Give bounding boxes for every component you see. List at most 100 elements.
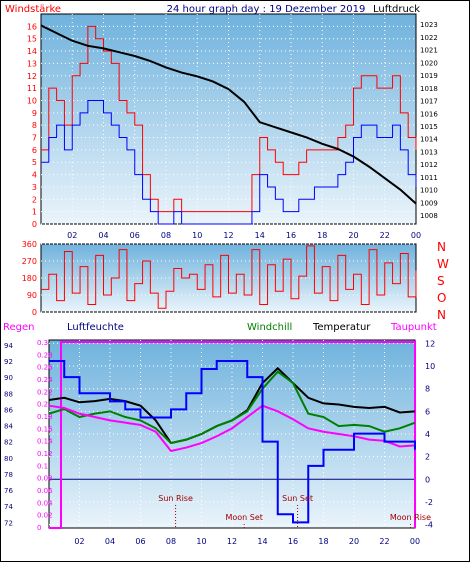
direction-tick-labels: 0 90 180 270 360 [22, 240, 37, 317]
rain-bar [49, 341, 416, 529]
temperature-x-tick-label: 06 [135, 537, 145, 546]
wind-x-tick-label: 10 [192, 231, 202, 240]
temperature-x-tick-labels: 02 04 06 08 10 12 14 16 18 20 22 00 [74, 537, 420, 546]
wind-tick-label: 7 [32, 134, 37, 143]
compass-label: N [437, 308, 446, 322]
temperature-series [48, 341, 416, 529]
temperature-legend: Temperatur [312, 322, 371, 333]
humidity-tick-label: 92 [4, 358, 13, 366]
humidity-tick-label: 78 [4, 471, 13, 479]
windchill-legend: Windchill [247, 322, 292, 333]
rain-tick-label: 0.12 [37, 450, 53, 458]
wind-x-tick-label: 22 [380, 231, 390, 240]
pressure-tick-label: 1021 [420, 47, 438, 55]
wind-tick-label: 6 [32, 146, 37, 155]
pressure-tick-label: 1013 [420, 148, 438, 156]
wind-tick-label: 1 [32, 208, 37, 217]
wind-x-tick-label: 06 [130, 231, 140, 240]
series-line-3 [49, 359, 416, 524]
wind-tick-label: 2 [32, 195, 37, 204]
temperature-x-tick-label: 14 [257, 537, 267, 546]
rain-tick-label: 0.28 [37, 351, 53, 359]
humidity-tick-label: 90 [4, 374, 13, 382]
compass-label: W [437, 257, 449, 271]
wind-x-tick-label: 20 [348, 231, 358, 240]
temperature-tick-label: 12 [425, 339, 435, 348]
series-line-2 [40, 24, 417, 205]
temperature-x-tick-label: 02 [74, 537, 84, 546]
rain-tick-label: 0.16 [37, 425, 53, 433]
temperature-tick-labels: -4 -2 0 2 4 6 8 10 12 [425, 339, 435, 529]
rain-tick-label: 0.02 [37, 512, 53, 520]
wind-x-tick-label: 00 [411, 231, 421, 240]
annotation-label: Moon Set [225, 513, 262, 522]
humidity-tick-label: 80 [4, 455, 13, 463]
pressure-tick-label: 1018 [420, 85, 438, 93]
temperature-tick-label: 0 [425, 475, 430, 484]
humidity-tick-labels: 72 74 76 78 80 82 84 86 88 90 92 94 [4, 342, 13, 528]
pressure-tick-label: 1014 [420, 136, 438, 144]
wind-axis-title: Windstärke [5, 4, 61, 15]
rain-tick-label: 0.06 [37, 487, 53, 495]
wind-x-tick-label: 16 [286, 231, 296, 240]
rain-tick-label: 0.04 [37, 499, 53, 507]
series-line-1 [41, 99, 417, 225]
temperature-tick-label: 6 [425, 407, 430, 416]
temperature-x-tick-label: 22 [379, 537, 389, 546]
pressure-tick-label: 1022 [420, 34, 438, 42]
humidity-tick-label: 82 [4, 439, 13, 447]
pressure-tick-labels: 1008 1009 1010 1011 1012 1013 1014 1015 1016 1017… [420, 21, 438, 220]
temperature-x-tick-label: 12 [227, 537, 237, 546]
pressure-tick-label: 1017 [420, 98, 438, 106]
annotation-label: Moon Rise [390, 513, 431, 522]
wind-tick-label: 4 [32, 171, 37, 180]
pressure-axis-title: Luftdruck [373, 4, 420, 15]
direction-series-line [41, 245, 417, 309]
pressure-tick-label: 1012 [420, 161, 438, 169]
temperature-tick-label: 8 [425, 385, 430, 394]
compass-label: N [437, 240, 446, 254]
humidity-tick-label: 86 [4, 406, 13, 414]
humidity-axis-title: Luftfeuchte [67, 322, 124, 333]
temperature-tick-label: -2 [425, 498, 433, 507]
rain-axis-title: Regen [3, 322, 35, 333]
series-line-1 [48, 370, 416, 445]
pressure-tick-label: 1020 [420, 59, 438, 67]
wind-tick-label: 13 [27, 59, 37, 68]
pressure-tick-label: 1010 [420, 187, 438, 195]
temperature-tick-label: 10 [425, 362, 435, 371]
temperature-x-tick-label: 18 [318, 537, 328, 546]
series-line-0 [41, 25, 417, 213]
humidity-tick-label: 94 [4, 342, 13, 350]
temperature-x-tick-label: 20 [349, 537, 359, 546]
wind-tick-label: 11 [27, 84, 37, 93]
humidity-tick-label: 72 [4, 519, 13, 527]
pressure-tick-label: 1008 [420, 212, 438, 220]
rain-tick-label: 0.22 [37, 388, 53, 396]
rain-tick-label: 0.26 [37, 364, 53, 372]
direction-tick-label: 270 [22, 257, 37, 266]
temperature-grid [49, 340, 415, 528]
wind-tick-label: 12 [27, 72, 37, 81]
rain-tick-label: 0.1 [37, 462, 48, 470]
wind-x-tick-label: 04 [98, 231, 108, 240]
humidity-tick-label: 74 [4, 503, 13, 511]
annotation-label: Sun Rise [158, 494, 193, 503]
temperature-tick-label: 4 [425, 430, 430, 439]
direction-tick-label: 90 [27, 291, 37, 300]
wind-tick-label: 14 [27, 47, 37, 56]
pressure-tick-label: 1011 [420, 174, 438, 182]
wind-tick-label: 16 [27, 22, 37, 31]
wind-x-tick-label: 14 [255, 231, 265, 240]
pressure-tick-label: 1015 [420, 123, 438, 131]
humidity-tick-label: 88 [4, 390, 13, 398]
wind-x-tick-labels: 02 04 06 08 10 12 14 16 18 20 22 00 [67, 231, 421, 240]
temperature-x-tick-label: 08 [166, 537, 176, 546]
wind-x-tick-label: 08 [161, 231, 171, 240]
chart-title: 24 hour graph day : 19 Dezember 2019 [167, 4, 366, 15]
temperature-tick-label: 2 [425, 453, 430, 462]
annotation-label: Sun Set [282, 494, 313, 503]
rain-tick-label: 0.2 [37, 401, 48, 409]
wind-tick-label: 3 [32, 183, 37, 192]
